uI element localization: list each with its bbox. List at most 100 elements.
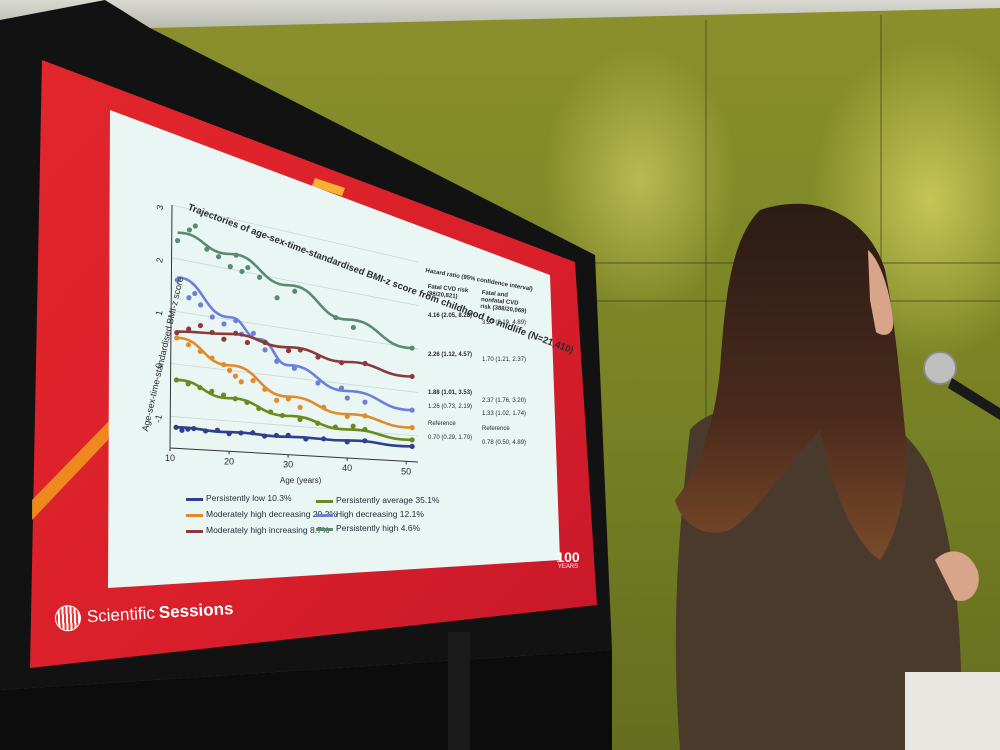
x-tick-label: 10 bbox=[165, 453, 175, 463]
data-point bbox=[285, 432, 291, 438]
data-point bbox=[197, 302, 204, 308]
y-axis bbox=[169, 204, 173, 449]
data-point bbox=[274, 358, 280, 364]
data-point bbox=[215, 254, 222, 260]
data-point bbox=[297, 404, 303, 411]
data-point bbox=[262, 339, 268, 346]
data-point bbox=[174, 330, 180, 336]
data-point bbox=[173, 424, 179, 430]
series-line bbox=[177, 231, 413, 350]
y-tick-label: 0 bbox=[153, 362, 164, 369]
data-point bbox=[209, 329, 215, 336]
data-point bbox=[338, 360, 345, 366]
presenter-face bbox=[868, 250, 894, 335]
data-point bbox=[204, 246, 210, 252]
data-point bbox=[273, 432, 279, 439]
data-point bbox=[179, 427, 185, 433]
slide-orange-accent bbox=[312, 178, 345, 196]
data-point bbox=[197, 348, 203, 355]
series-line bbox=[176, 378, 413, 442]
x-tick-label: 20 bbox=[224, 456, 234, 466]
data-point bbox=[315, 354, 321, 360]
slide-content-panel bbox=[108, 110, 560, 588]
data-point bbox=[186, 295, 192, 301]
data-point bbox=[238, 430, 244, 436]
data-point bbox=[338, 385, 345, 391]
data-point bbox=[279, 412, 285, 419]
data-point bbox=[320, 436, 327, 442]
data-point bbox=[232, 373, 239, 379]
presenter-hand bbox=[935, 551, 979, 601]
data-point bbox=[221, 321, 227, 327]
data-point bbox=[409, 345, 415, 351]
data-point bbox=[209, 314, 215, 320]
data-point bbox=[197, 385, 203, 391]
data-point bbox=[221, 336, 227, 342]
data-point bbox=[315, 380, 321, 386]
data-point bbox=[226, 367, 233, 373]
data-point bbox=[256, 405, 262, 412]
data-point bbox=[226, 431, 232, 437]
data-point bbox=[362, 438, 368, 444]
data-point bbox=[273, 397, 280, 403]
data-point bbox=[362, 413, 368, 419]
curtain-pole bbox=[448, 632, 470, 750]
data-point bbox=[186, 326, 192, 332]
microphone-head-icon bbox=[924, 352, 956, 384]
data-point bbox=[409, 407, 415, 413]
data-point bbox=[344, 395, 350, 401]
data-point bbox=[291, 365, 297, 371]
data-point bbox=[350, 423, 356, 429]
x-tick-label: 50 bbox=[401, 466, 411, 476]
series-line bbox=[176, 330, 413, 378]
data-point bbox=[233, 252, 239, 258]
data-point bbox=[297, 347, 303, 353]
data-point bbox=[174, 277, 180, 283]
data-point bbox=[285, 348, 292, 354]
data-point bbox=[245, 264, 251, 271]
data-point bbox=[303, 436, 309, 442]
data-point bbox=[186, 227, 193, 233]
data-point bbox=[409, 373, 415, 380]
y-tick-label: 2 bbox=[154, 257, 165, 264]
data-point bbox=[191, 425, 197, 432]
data-point bbox=[214, 427, 220, 433]
data-point bbox=[209, 355, 215, 361]
data-point bbox=[344, 439, 350, 445]
data-point bbox=[209, 388, 215, 394]
data-point bbox=[250, 377, 256, 384]
data-point bbox=[192, 290, 198, 297]
data-point bbox=[202, 428, 209, 434]
data-point bbox=[173, 377, 180, 383]
gridline bbox=[170, 363, 419, 393]
data-point bbox=[362, 360, 368, 367]
data-point bbox=[262, 347, 268, 353]
data-point bbox=[261, 433, 268, 439]
data-point bbox=[238, 379, 244, 385]
data-point bbox=[221, 362, 227, 368]
data-point bbox=[174, 335, 180, 341]
data-point bbox=[250, 330, 256, 336]
data-point bbox=[244, 399, 250, 406]
data-point bbox=[185, 381, 191, 387]
data-point bbox=[409, 437, 415, 443]
data-point bbox=[268, 409, 274, 415]
data-point bbox=[297, 416, 303, 422]
data-point bbox=[250, 430, 256, 436]
y-tick-label: 3 bbox=[155, 204, 166, 211]
series-line bbox=[177, 276, 413, 412]
microphone-stem bbox=[948, 378, 1000, 420]
lectern bbox=[905, 672, 1000, 750]
data-point bbox=[232, 396, 238, 402]
data-point bbox=[197, 322, 204, 329]
data-point bbox=[285, 396, 291, 402]
data-point bbox=[233, 318, 239, 324]
gridline bbox=[171, 204, 419, 263]
wall-panel-line bbox=[705, 20, 707, 750]
data-point bbox=[292, 288, 298, 294]
data-point bbox=[350, 324, 356, 331]
